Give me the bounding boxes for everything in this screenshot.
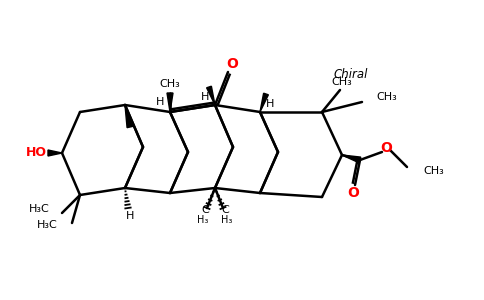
Text: CH₃: CH₃ [423, 166, 444, 176]
Text: H: H [266, 99, 274, 109]
Text: O: O [380, 141, 392, 155]
Text: H₃C: H₃C [37, 220, 58, 230]
Polygon shape [207, 86, 215, 105]
Polygon shape [48, 150, 62, 156]
Polygon shape [260, 93, 268, 112]
Text: O: O [347, 186, 359, 200]
Text: H₃: H₃ [221, 215, 233, 225]
Polygon shape [125, 105, 133, 128]
Polygon shape [342, 155, 361, 163]
Text: H: H [201, 92, 209, 102]
Text: H₃C: H₃C [29, 204, 50, 214]
Text: C: C [201, 205, 209, 215]
Text: HO: HO [26, 146, 46, 160]
Text: O: O [226, 57, 238, 71]
Text: CH₃: CH₃ [160, 79, 181, 89]
Text: Chiral: Chiral [334, 68, 368, 80]
Text: H: H [126, 211, 134, 221]
Text: H: H [156, 97, 164, 107]
Text: CH₃: CH₃ [332, 77, 352, 87]
Text: CH₃: CH₃ [376, 92, 397, 102]
Text: H₃: H₃ [197, 215, 209, 225]
Polygon shape [167, 93, 173, 112]
Text: C: C [221, 205, 229, 215]
